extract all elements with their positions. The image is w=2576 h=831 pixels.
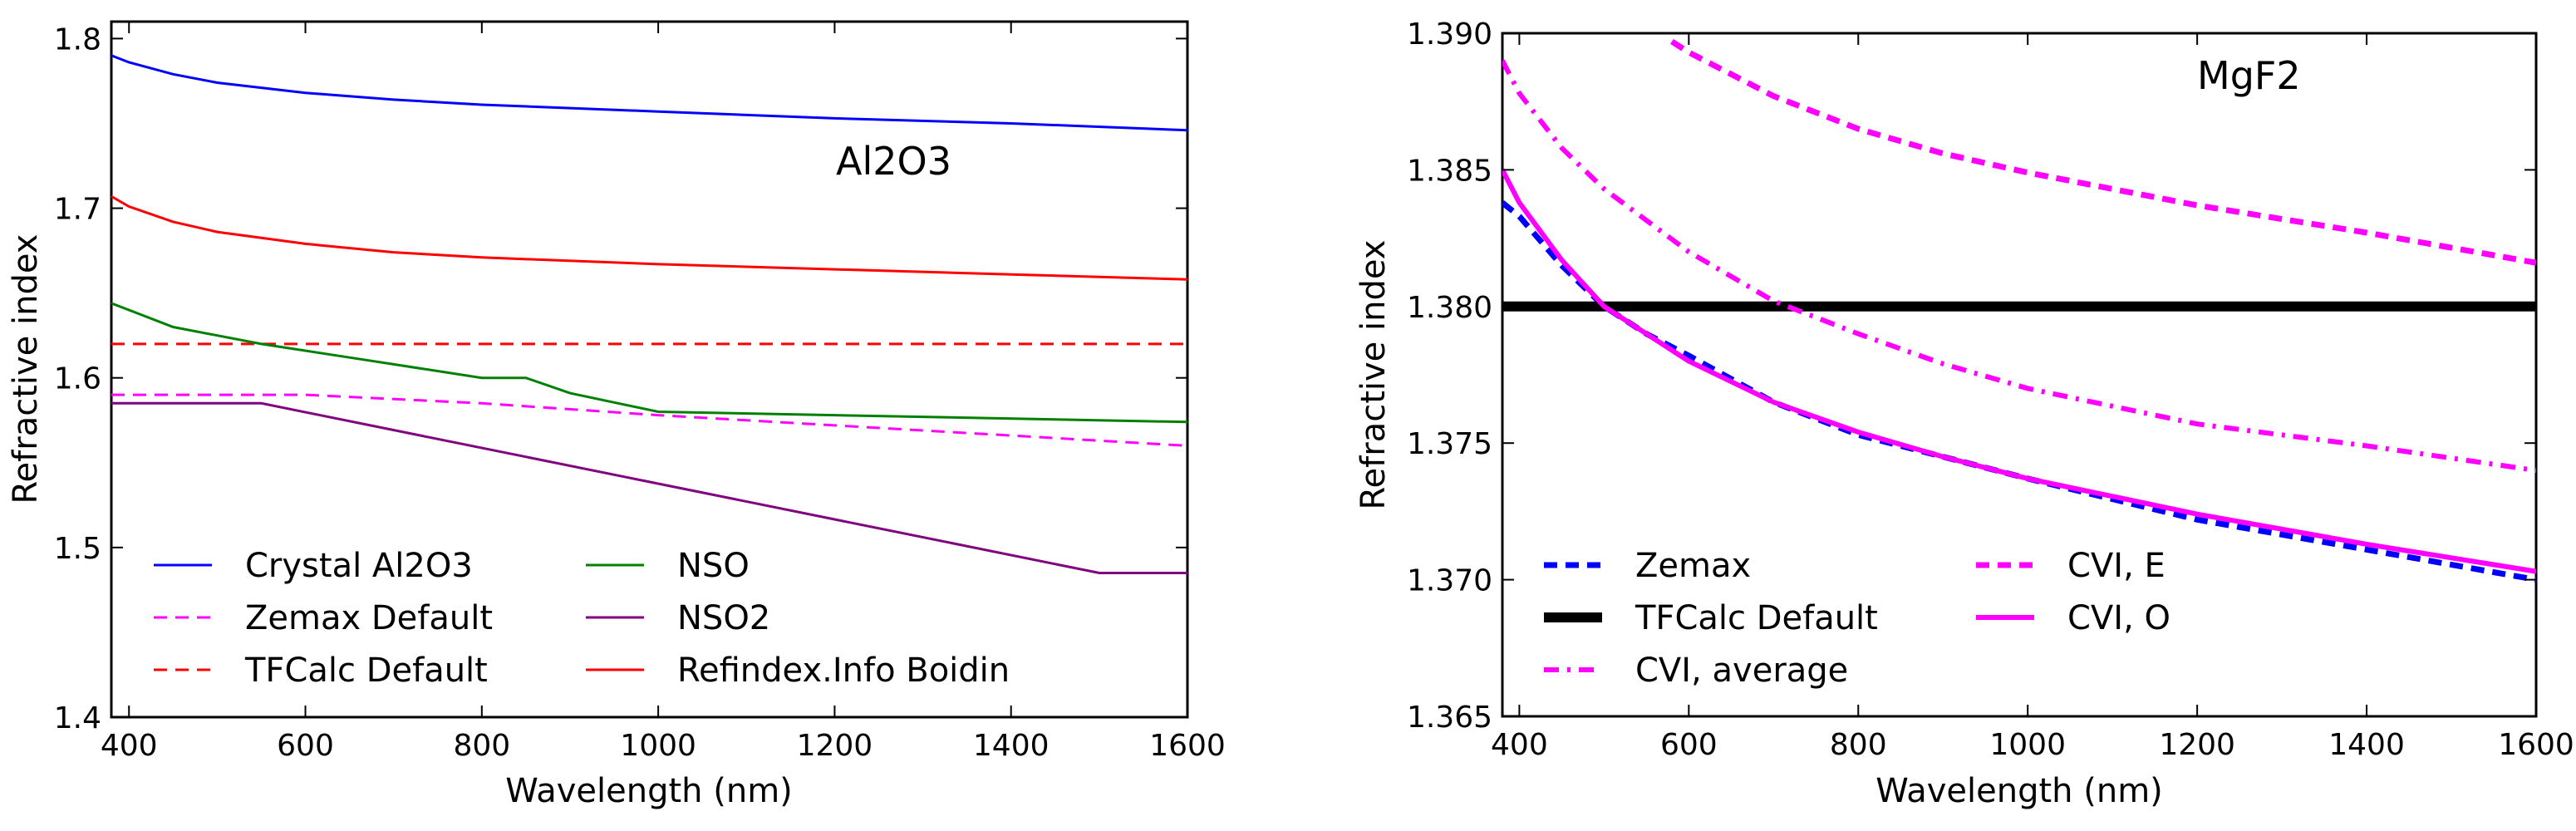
x-tick-label: 1000 <box>1989 728 2066 762</box>
plot-area-frame <box>1501 32 2538 718</box>
x-tick-label: 600 <box>1660 728 1718 762</box>
y-tick-label: 1.5 <box>54 532 101 566</box>
series-line-2 <box>1502 59 2536 474</box>
series-line-5 <box>111 194 1187 281</box>
y-tick-label: 1.7 <box>54 193 101 227</box>
legend-entry-label: Zemax <box>1635 547 1751 585</box>
x-tick-label: 800 <box>453 729 510 763</box>
x-tick-label: 400 <box>101 729 158 763</box>
y-axis-label: Refractive index <box>1354 240 1393 510</box>
x-tick-label: 1600 <box>2498 728 2574 762</box>
x-tick-label: 1200 <box>797 729 873 763</box>
series-line-3 <box>1670 38 2536 266</box>
y-tick-label: 1.385 <box>1407 154 1492 188</box>
x-tick-label: 1400 <box>973 729 1050 763</box>
y-tick-label: 1.4 <box>54 701 101 735</box>
series-line-3 <box>111 302 1187 424</box>
legend-entry-label: CVI, E <box>2067 547 2166 585</box>
series-line-1 <box>111 393 1187 447</box>
chart-al2o3: 400 600 800 1000 1200 1400 1600 1.4 1.5 1.6 1.7 1.8… <box>7 20 1226 810</box>
legend-entry-label: NSO2 <box>677 599 770 637</box>
x-tick-label: 1200 <box>2159 728 2235 762</box>
legend-entry-label: Crystal Al2O3 <box>245 547 473 585</box>
series-line-4 <box>111 401 1187 574</box>
legend-entry-label: CVI, O <box>2067 599 2170 637</box>
y-tick-label: 1.390 <box>1407 17 1492 52</box>
y-axis-label: Refractive index <box>7 234 45 504</box>
x-tick-label: 800 <box>1830 728 1887 762</box>
y-tick-label: 1.380 <box>1407 291 1492 325</box>
legend-entry-label: Refindex.Info Boidin <box>677 652 1010 690</box>
x-tick-label: 1400 <box>2328 728 2405 762</box>
y-tick-label: 1.365 <box>1407 701 1492 735</box>
legend-entry-label: CVI, average <box>1635 652 1848 690</box>
legend-entry-label: TFCalc Default <box>1635 599 1878 637</box>
y-tick-label: 1.375 <box>1407 427 1492 461</box>
series-line-4 <box>1502 169 2536 574</box>
legend-entry-label: Zemax Default <box>245 599 493 637</box>
x-axis-label: Wavelength (nm) <box>1875 772 2163 810</box>
chart-mgf2: 400 600 800 1000 1200 1400 1600 1.365 1.370 1.375… <box>1354 17 2574 810</box>
plot-area-frame <box>110 20 1189 719</box>
legend-entry-label: TFCalc Default <box>244 652 488 690</box>
legend-entry-label: NSO <box>677 547 750 585</box>
x-tick-label: 1000 <box>620 729 696 763</box>
x-tick-label: 600 <box>277 729 334 763</box>
chart-annotation: MgF2 <box>2197 53 2301 98</box>
y-tick-label: 1.370 <box>1407 564 1492 598</box>
series-line-0 <box>111 54 1187 132</box>
x-tick-label: 400 <box>1491 728 1548 762</box>
chart-annotation: Al2O3 <box>836 139 951 184</box>
x-tick-label: 1600 <box>1149 729 1226 763</box>
y-tick-label: 1.6 <box>54 362 101 396</box>
series-line-0 <box>1502 200 2536 583</box>
x-axis-label: Wavelength (nm) <box>505 772 793 810</box>
y-tick-label: 1.8 <box>54 22 101 57</box>
